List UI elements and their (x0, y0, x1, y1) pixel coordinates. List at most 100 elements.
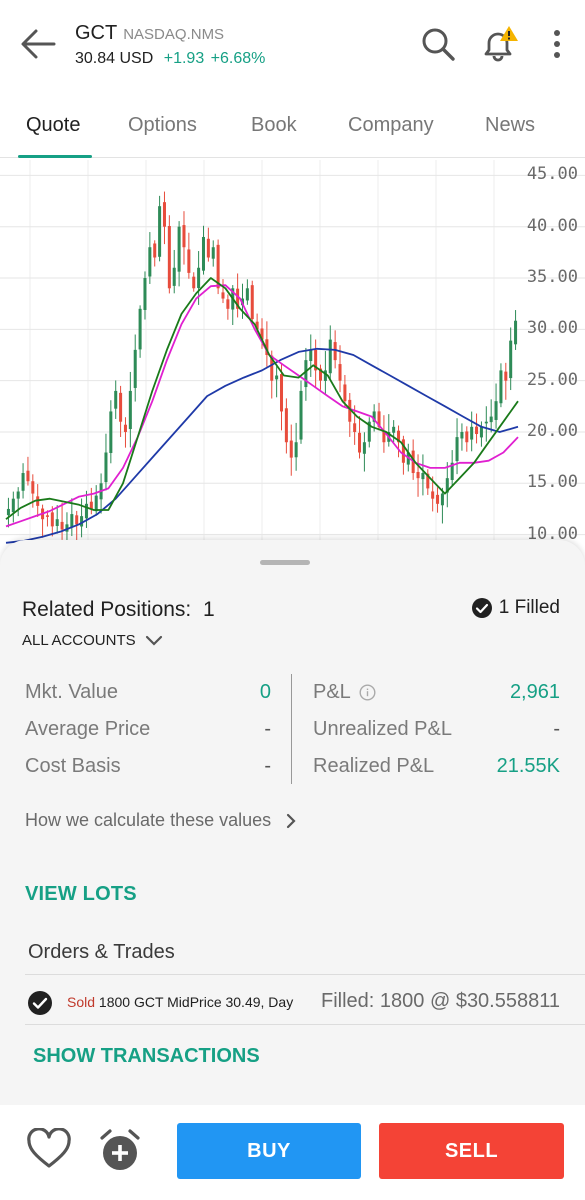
trade-row[interactable]: Sold 1800 GCT MidPrice 30.49, Day Filled… (25, 986, 585, 1024)
candle-body (475, 426, 479, 435)
candle-body (465, 431, 469, 443)
candle-body (275, 375, 279, 380)
candle-body (80, 516, 84, 527)
info-icon[interactable] (359, 684, 376, 701)
drag-handle[interactable] (260, 560, 310, 565)
candle-body (60, 521, 64, 530)
candle-body (333, 342, 337, 361)
candle-body (470, 426, 474, 440)
candle-body (314, 349, 318, 371)
view-lots-button[interactable]: VIEW LOTS (25, 883, 137, 905)
y-tick-label: 15.00 (526, 472, 578, 493)
chevron-right-icon (287, 813, 296, 828)
more-vert-icon[interactable] (537, 24, 577, 64)
candle-body (284, 408, 288, 443)
candle-body (401, 439, 405, 463)
candle-body (509, 340, 513, 379)
alarm-add-icon[interactable] (97, 1126, 143, 1174)
candle-body (167, 225, 171, 289)
show-transactions-button[interactable]: SHOW TRANSACTIONS (33, 1045, 260, 1067)
candle-body (348, 399, 352, 422)
unrealized-pnl-label: Unrealized P&L (313, 718, 452, 740)
tab-company[interactable]: Company (348, 114, 434, 136)
candle-body (109, 411, 113, 454)
heart-icon[interactable] (26, 1128, 72, 1170)
how-calc-link[interactable]: How we calculate these values (25, 810, 297, 831)
candle-body (182, 225, 186, 248)
candle-body (226, 299, 230, 309)
candle-body (338, 364, 342, 381)
buy-button[interactable]: BUY (177, 1123, 361, 1179)
unrealized-pnl-value: - (553, 718, 560, 740)
avg-price-label: Average Price (25, 718, 151, 740)
y-tick-label: 25.00 (526, 369, 578, 390)
candle-body (294, 442, 298, 458)
candle-body (172, 267, 176, 286)
candle-body (128, 390, 132, 430)
realized-pnl-label: Realized P&L (313, 755, 435, 777)
y-tick-label: 20.00 (526, 420, 578, 441)
candle-body (440, 493, 444, 506)
tab-quote[interactable]: Quote (26, 114, 81, 136)
candle-body (436, 494, 440, 504)
candle-body (431, 491, 435, 499)
candle-body (197, 267, 201, 288)
candle-body (158, 206, 162, 257)
tab-news[interactable]: News (485, 114, 536, 136)
candle-body (250, 285, 254, 320)
y-tick-label: 40.00 (526, 215, 578, 236)
candle-body (323, 370, 327, 381)
candle-body (270, 355, 274, 381)
candle-body (421, 473, 425, 480)
back-arrow-icon[interactable] (18, 26, 58, 62)
divider (25, 1024, 585, 1025)
candle-body (245, 288, 249, 301)
candle-body (499, 370, 503, 404)
search-icon[interactable] (418, 24, 458, 64)
filled-badge: 1 Filled (471, 597, 560, 619)
candle-body (426, 473, 430, 489)
candle-body (65, 524, 69, 532)
sell-button[interactable]: SELL (379, 1123, 564, 1179)
trade-side: Sold (67, 994, 96, 1010)
candle-body (123, 424, 127, 432)
candle-body (148, 247, 152, 277)
candle-body (309, 349, 313, 362)
bell-alert-icon[interactable] (478, 24, 518, 64)
candle-body (279, 374, 284, 412)
candlestick-chart[interactable] (0, 160, 585, 550)
tab-book[interactable]: Book (251, 114, 297, 136)
accounts-label: ALL ACCOUNTS (22, 632, 136, 649)
candle-body (192, 276, 196, 289)
candle-body (89, 501, 93, 509)
positions-sheet: Related Positions: 1 1 Filled ALL ACCOUN… (0, 540, 585, 1105)
candle-body (299, 390, 303, 440)
candle-body (382, 430, 386, 443)
candle-body (372, 411, 376, 422)
candle-body (94, 495, 98, 512)
pnl-value: 2,961 (509, 681, 560, 703)
candle-body (416, 471, 420, 479)
check-circle-icon (471, 598, 492, 618)
ticker-symbol: GCT (75, 22, 118, 44)
y-tick-label: 30.00 (526, 318, 578, 339)
avg-price: - (264, 718, 271, 740)
cost-basis: - (264, 755, 271, 777)
candle-body (265, 339, 269, 355)
candle-body (16, 491, 20, 499)
mkt-value-label: Mkt. Value (25, 681, 118, 703)
trade-fill: Filled: 1800 @ $30.558811 (321, 990, 560, 1012)
candle-body (55, 519, 59, 526)
accounts-dropdown[interactable]: ALL ACCOUNTS (22, 632, 164, 649)
candle-body (45, 515, 49, 517)
tab-options[interactable]: Options (128, 114, 197, 136)
candle-body (450, 462, 454, 480)
candle-body (211, 247, 215, 259)
last-price: 30.84 (75, 50, 116, 67)
candle-body (221, 292, 225, 299)
price-chart[interactable]: 45.00 40.00 35.00 30.00 25.00 20.00 15.00 10.00 (0, 160, 585, 550)
candle-body (70, 514, 74, 528)
trade-detail: 1800 GCT MidPrice 30.49, Day (98, 994, 294, 1010)
candle-body (377, 411, 381, 427)
candle-body (367, 421, 371, 442)
